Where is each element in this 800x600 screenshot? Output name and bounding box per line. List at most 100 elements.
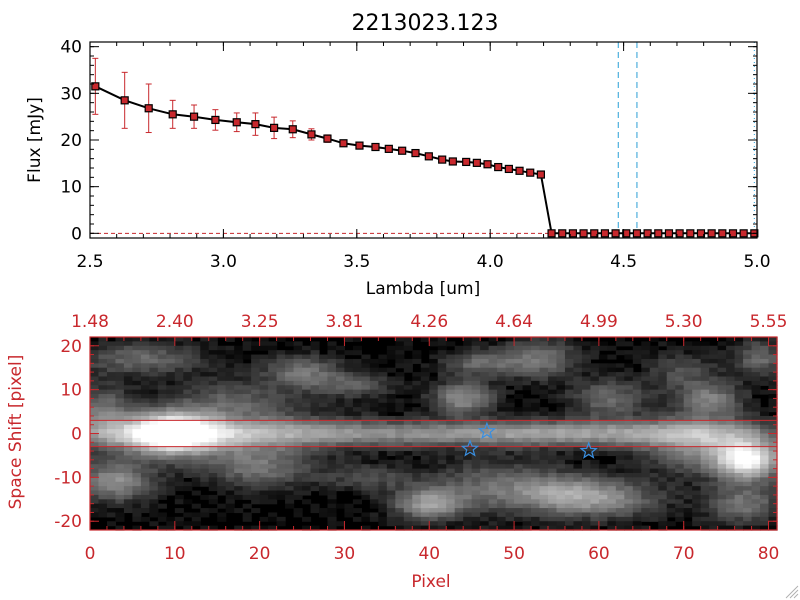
image-pixel <box>607 402 617 408</box>
image-pixel <box>709 385 719 391</box>
image-pixel <box>446 424 456 430</box>
image-pixel <box>581 350 592 356</box>
image-pixel <box>573 380 583 386</box>
image-pixel <box>335 372 346 378</box>
image-pixel <box>768 385 778 391</box>
image-pixel <box>251 402 261 408</box>
image-pixel <box>115 385 125 391</box>
image-pixel <box>429 503 439 509</box>
image-pixel <box>200 402 210 408</box>
image-pixel <box>217 372 227 378</box>
image-pixel <box>208 468 218 474</box>
image-pixel <box>166 372 176 378</box>
image-pixel <box>598 477 608 483</box>
image-pixel <box>717 512 727 518</box>
image-pixel <box>344 459 354 465</box>
image-pixel <box>607 394 617 400</box>
image-pixel <box>658 389 668 395</box>
image-pixel <box>564 429 575 435</box>
image-pixel <box>641 516 651 522</box>
image-pixel <box>471 433 481 439</box>
image-pixel <box>590 451 600 457</box>
image-pixel <box>734 341 744 347</box>
resize-grip-icon[interactable] <box>785 585 799 599</box>
image-pixel <box>437 367 447 373</box>
image-pixel <box>149 472 159 478</box>
image-pixel <box>497 433 507 439</box>
image-pixel <box>259 420 269 426</box>
image-pixel <box>157 411 167 417</box>
image-pixel <box>751 429 761 435</box>
image-pixel <box>598 433 608 439</box>
image-pixel <box>743 437 753 443</box>
image-pixel <box>149 521 159 527</box>
image-pixel <box>700 499 710 505</box>
image-pixel <box>522 477 532 483</box>
image-pixel <box>692 490 702 496</box>
image-pixel <box>90 508 100 514</box>
image-pixel <box>480 525 490 531</box>
image-pixel <box>157 442 167 448</box>
image-pixel <box>234 451 244 457</box>
image-pixel <box>191 472 201 478</box>
image-pixel <box>217 446 227 452</box>
image-pixel <box>607 494 617 500</box>
image-pixel <box>531 402 541 408</box>
image-pixel <box>463 464 473 470</box>
image-pixel <box>132 372 142 378</box>
image-pixel <box>709 424 719 430</box>
image-pixel <box>183 525 193 531</box>
image-pixel <box>497 389 507 395</box>
image-pixel <box>259 494 269 500</box>
image-pixel <box>531 433 541 439</box>
image-pixel <box>683 521 693 527</box>
image-pixel <box>564 411 575 417</box>
image-pixel <box>615 429 625 435</box>
image-pixel <box>302 472 312 478</box>
image-pixel <box>480 389 490 395</box>
image-pixel <box>531 367 541 373</box>
x-tick-label: 10 <box>164 544 186 564</box>
image-pixel <box>463 380 473 386</box>
image-pixel <box>157 481 167 487</box>
image-pixel <box>90 424 100 430</box>
image-pixel <box>115 363 125 369</box>
data-point <box>91 82 100 91</box>
image-pixel <box>658 420 668 426</box>
image-pixel <box>573 446 583 452</box>
image-pixel <box>386 415 396 421</box>
image-pixel <box>581 512 592 518</box>
image-pixel <box>590 376 600 382</box>
image-pixel <box>632 394 642 400</box>
image-pixel <box>140 367 150 373</box>
image-pixel <box>251 446 261 452</box>
image-pixel <box>446 389 456 395</box>
image-pixel <box>276 354 286 360</box>
image-pixel <box>149 341 159 347</box>
image-pixel <box>412 420 422 426</box>
image-pixel <box>106 468 117 474</box>
image-pixel <box>480 437 490 443</box>
image-pixel <box>174 415 184 421</box>
image-pixel <box>632 464 642 470</box>
image-pixel <box>522 398 532 404</box>
image-pixel <box>556 363 566 369</box>
image-pixel <box>302 385 312 391</box>
image-pixel <box>344 420 354 426</box>
image-pixel <box>437 468 447 474</box>
image-pixel <box>225 358 235 364</box>
image-pixel <box>369 420 379 426</box>
image-pixel <box>429 459 439 465</box>
image-pixel <box>480 499 490 505</box>
image-pixel <box>191 345 201 351</box>
image-pixel <box>429 402 439 408</box>
image-pixel <box>548 363 558 369</box>
image-pixel <box>446 486 456 492</box>
star-marker-icon <box>460 439 480 457</box>
image-pixel <box>514 420 524 426</box>
image-pixel <box>751 508 761 514</box>
image-pixel <box>319 508 329 514</box>
image-pixel <box>395 385 405 391</box>
image-pixel <box>378 376 388 382</box>
image-pixel <box>598 394 608 400</box>
